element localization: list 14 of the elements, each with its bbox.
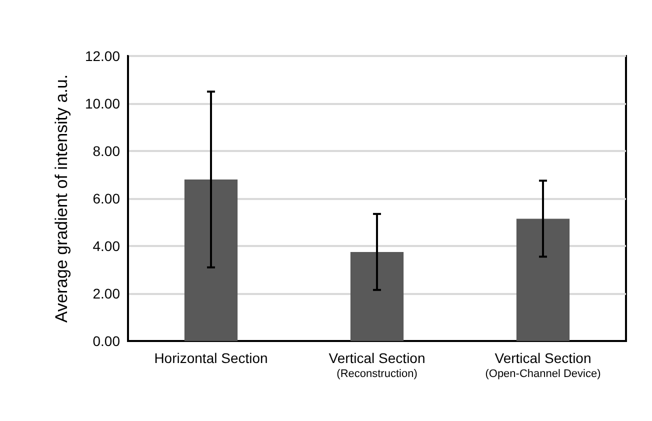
x-tick-label: Horizontal Section: [154, 350, 268, 366]
bar: [350, 252, 404, 341]
y-tick-label: 10.00: [84, 96, 120, 112]
x-tick-label: Vertical Section (Reconstruction): [328, 350, 426, 380]
y-tick-label: 12.00: [84, 48, 120, 64]
y-tick-label: 6.00: [92, 190, 120, 206]
y-axis-title: Average gradient of intensity a.u.: [52, 74, 71, 323]
x-tick-label: Vertical Section (Open-Channel Device): [485, 350, 601, 380]
bar: [184, 180, 238, 341]
y-tick-label: 0.00: [92, 333, 120, 349]
bar: [516, 218, 570, 341]
y-tick-label: 2.00: [92, 286, 120, 302]
y-tick-label: 8.00: [92, 143, 120, 159]
y-tick-label: 4.00: [92, 238, 120, 254]
